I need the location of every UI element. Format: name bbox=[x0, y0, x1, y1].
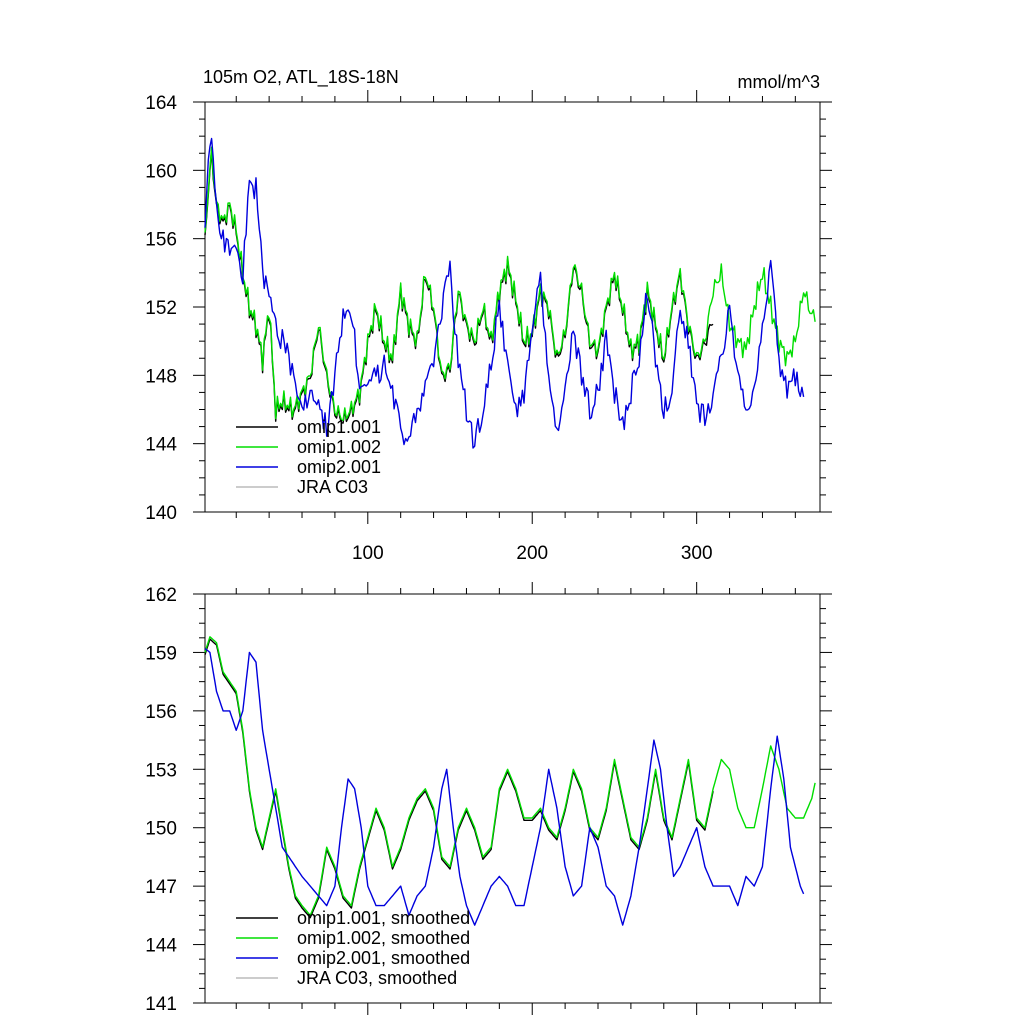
legend-label: omip1.001, smoothed bbox=[297, 908, 470, 928]
y-tick-label: 156 bbox=[145, 702, 177, 723]
series-line-black bbox=[204, 638, 714, 919]
legend-label: omip1.002, smoothed bbox=[297, 928, 470, 948]
y-tick-label: 160 bbox=[145, 161, 177, 182]
y-tick-label: 140 bbox=[145, 503, 177, 524]
series-line-green bbox=[204, 636, 816, 917]
series-line-blue bbox=[204, 647, 805, 926]
y-tick-label: 159 bbox=[145, 643, 177, 664]
series-line-green bbox=[204, 146, 816, 422]
legend-label: omip1.002 bbox=[297, 437, 381, 457]
x-tick-label: 200 bbox=[516, 543, 548, 564]
series-line-black bbox=[204, 149, 714, 424]
y-tick-label: 144 bbox=[145, 936, 177, 957]
y-tick-label: 147 bbox=[145, 877, 177, 898]
figure-title: 105m O2, ATL_18S-18N bbox=[203, 67, 399, 88]
figure-units: mmol/m^3 bbox=[738, 72, 820, 92]
y-tick-label: 152 bbox=[145, 298, 177, 319]
legend-label: omip2.001, smoothed bbox=[297, 948, 470, 968]
series-line-blue bbox=[204, 137, 805, 449]
legend-label: omip2.001 bbox=[297, 457, 381, 477]
legend-label: JRA C03 bbox=[297, 477, 368, 497]
x-tick-label: 100 bbox=[352, 543, 384, 564]
y-tick-label: 148 bbox=[145, 366, 177, 387]
y-tick-label: 141 bbox=[145, 994, 177, 1015]
y-tick-label: 150 bbox=[145, 819, 177, 840]
legend-label: omip1.001 bbox=[297, 417, 381, 437]
legend-label: JRA C03, smoothed bbox=[297, 968, 457, 988]
y-tick-label: 162 bbox=[145, 585, 177, 606]
x-tick-label: 300 bbox=[681, 543, 713, 564]
y-tick-label: 156 bbox=[145, 230, 177, 251]
y-tick-label: 144 bbox=[145, 435, 177, 456]
y-tick-label: 164 bbox=[145, 93, 177, 114]
bottom-panel: 141 144 147 150 153 156 159 162 omip1.001, smoot… bbox=[145, 582, 832, 1015]
y-tick-label: 153 bbox=[145, 760, 177, 781]
